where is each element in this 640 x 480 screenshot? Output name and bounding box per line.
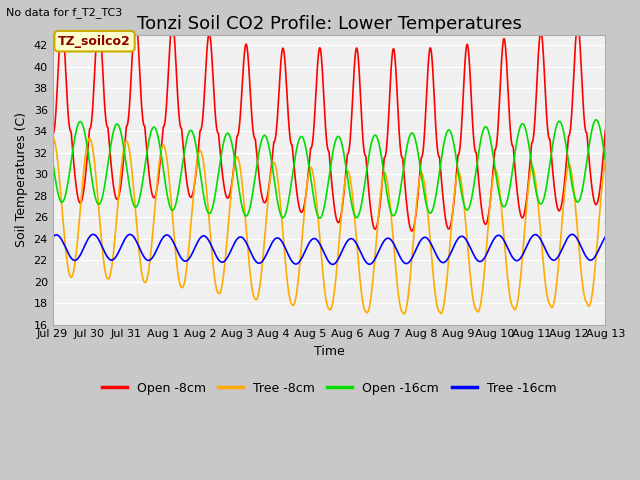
Open -8cm: [602, 127, 609, 133]
Open -8cm: [484, 213, 492, 218]
Open -16cm: [316, 216, 324, 221]
Tree -8cm: [602, 159, 609, 165]
Open -8cm: [408, 228, 415, 234]
Tree -8cm: [77, 199, 84, 205]
Title: Tonzi Soil CO2 Profile: Lower Temperatures: Tonzi Soil CO2 Profile: Lower Temperatur…: [136, 15, 522, 33]
Open -8cm: [318, 58, 326, 63]
Open -8cm: [303, 182, 311, 188]
Open -16cm: [49, 158, 56, 164]
X-axis label: Time: Time: [314, 345, 344, 358]
Open -16cm: [593, 117, 600, 123]
Tree -8cm: [49, 134, 56, 140]
Open -8cm: [586, 165, 594, 170]
Open -16cm: [484, 127, 492, 133]
Tree -16cm: [568, 231, 576, 237]
Open -16cm: [602, 157, 609, 163]
Tree -16cm: [49, 235, 56, 240]
Line: Tree -8cm: Tree -8cm: [52, 137, 605, 314]
Tree -16cm: [77, 251, 84, 257]
Tree -8cm: [586, 302, 593, 308]
Tree -8cm: [484, 224, 492, 230]
Tree -8cm: [586, 303, 593, 309]
Tree -16cm: [484, 248, 492, 254]
Y-axis label: Soil Temperatures (C): Soil Temperatures (C): [15, 112, 28, 247]
Text: No data for f_T2_TC3: No data for f_T2_TC3: [6, 7, 123, 18]
Open -16cm: [77, 119, 84, 125]
Tree -16cm: [586, 257, 594, 263]
Line: Open -8cm: Open -8cm: [52, 18, 605, 231]
Open -8cm: [586, 162, 593, 168]
Open -8cm: [77, 200, 84, 205]
Open -8cm: [49, 132, 56, 137]
Line: Open -16cm: Open -16cm: [52, 120, 605, 218]
Tree -16cm: [586, 257, 593, 263]
Legend: Open -8cm, Tree -8cm, Open -16cm, Tree -16cm: Open -8cm, Tree -8cm, Open -16cm, Tree -…: [97, 376, 561, 399]
Open -8cm: [132, 15, 140, 21]
Open -16cm: [318, 213, 326, 219]
Open -16cm: [303, 150, 310, 156]
Open -16cm: [586, 140, 593, 146]
Tree -16cm: [329, 262, 337, 267]
Open -16cm: [586, 142, 593, 147]
Line: Tree -16cm: Tree -16cm: [52, 234, 605, 264]
Tree -8cm: [400, 311, 408, 317]
Text: TZ_soilco2: TZ_soilco2: [58, 35, 131, 48]
Tree -8cm: [317, 254, 325, 260]
Tree -16cm: [303, 245, 310, 251]
Tree -16cm: [602, 234, 609, 240]
Tree -16cm: [317, 244, 325, 250]
Tree -8cm: [303, 185, 310, 191]
